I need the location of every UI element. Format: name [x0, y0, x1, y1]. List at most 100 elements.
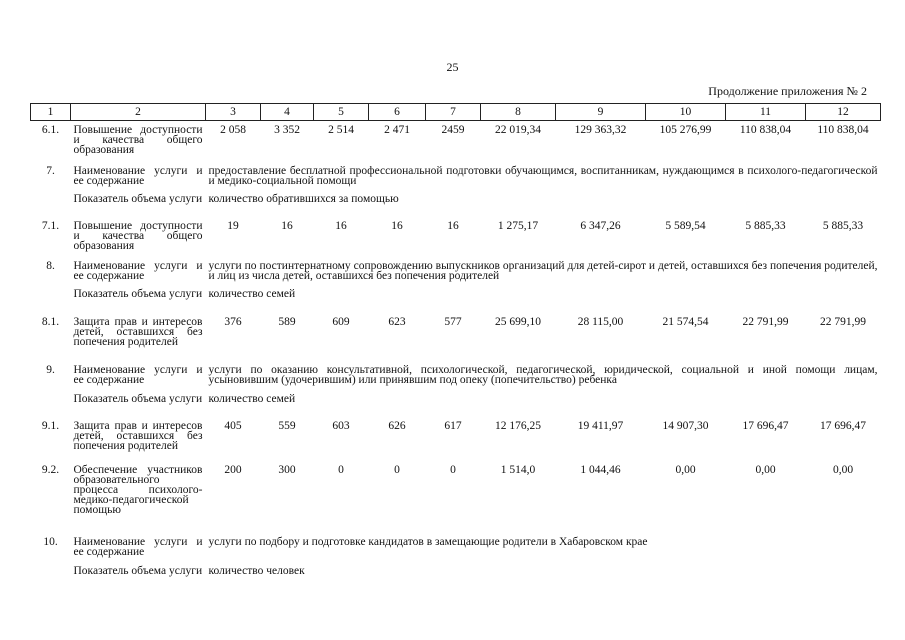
cell-value: 2459: [441, 124, 465, 136]
row-text: количество семей: [208, 287, 296, 300]
table-row: 9. Наименование услуги и ее содержание усл…: [31, 361, 881, 390]
cell-value: 12 176,25: [495, 419, 541, 432]
cell-value: 28 115,00: [577, 315, 624, 328]
table-row: 9.2. Обеспечение участников образовательн…: [31, 461, 881, 533]
table-row: Показатель объема услуги количество семей: [31, 285, 881, 313]
cell-value: 1 044,46: [580, 463, 621, 476]
cell-value: 3 352: [274, 124, 300, 136]
row-text: количество человек: [208, 564, 305, 577]
row-name: Показатель объема услуги: [73, 192, 203, 205]
table-row: 10. Наименование услуги и ее содержание ус…: [31, 533, 881, 562]
row-number: 10.: [43, 535, 58, 548]
column-header: 5: [313, 103, 369, 121]
cell-value: 2 058: [220, 124, 246, 136]
cell-value: 5 885,33: [745, 219, 786, 232]
row-number: [31, 390, 71, 417]
row-name: Наименование услуги и ее содержание: [73, 363, 203, 386]
cell-value: 2 514: [328, 124, 354, 136]
row-number: 7.1.: [41, 219, 60, 232]
table-row: Показатель объема услуги количество челов…: [31, 562, 881, 592]
cell-value: 405: [224, 419, 242, 432]
row-name: Наименование услуги и ее содержание: [73, 164, 203, 187]
cell-value: 19 411,97: [577, 419, 624, 432]
row-number: [31, 190, 71, 217]
column-header: 10: [645, 103, 726, 121]
table: 1 2 3 4 5 6 7 8 9 10 11 12 6.1. Повышение доступности…: [30, 103, 881, 592]
cell-value: 0: [338, 463, 344, 476]
caption: Продолжение приложения № 2: [708, 84, 867, 98]
cell-value: 0,00: [832, 463, 854, 476]
table-row: 6.1. Повышение доступности и качества общ…: [31, 121, 881, 162]
column-header: 8: [480, 103, 556, 121]
cell-value: 0,00: [755, 463, 776, 476]
column-header: 1: [30, 103, 71, 121]
table-row: 9.1. Защита прав и интересов детей, остав…: [31, 417, 881, 461]
row-name: Повышение доступности и качества общего …: [73, 219, 203, 252]
row-name: Защита прав и интересов детей, оставшихс…: [73, 315, 203, 348]
column-header: 11: [725, 103, 806, 121]
cell-value: 626: [388, 419, 406, 432]
cell-value: 21 574,54: [662, 315, 709, 328]
cell-value: 1 514,0: [500, 463, 536, 476]
row-name: Показатель объема услуги: [73, 287, 203, 300]
table-row: Показатель объема услуги количество обрат…: [31, 190, 881, 217]
cell-value: 105 276,99: [659, 124, 712, 136]
cell-value: 22 019,34: [495, 124, 541, 136]
header-row: 1 2 3 4 5 6 7 8 9 10 11 12: [30, 103, 881, 121]
cell-value: 200: [224, 463, 242, 476]
row-number: 8.: [46, 259, 55, 272]
cell-value: 129 363,32: [574, 124, 627, 136]
table-row: 8.1. Защита прав и интересов детей, остав…: [31, 313, 881, 361]
column-header: 6: [368, 103, 426, 121]
cell-value: 603: [332, 419, 350, 432]
cell-value: 16: [335, 219, 347, 232]
row-name: Наименование услуги и ее содержание: [73, 535, 203, 558]
cell-value: 16: [447, 219, 459, 232]
cell-value: 300: [278, 463, 296, 476]
page-number: 25: [446, 60, 459, 74]
cell-value: 25 699,10: [495, 315, 541, 328]
row-number: 9.: [46, 363, 55, 376]
row-text: услуги по постинтернатному сопровождению…: [208, 259, 878, 282]
row-name: Наименование услуги и ее содержание: [73, 259, 203, 282]
row-number: [31, 562, 71, 592]
cell-value: 5 589,54: [665, 219, 706, 232]
row-number: 8.1.: [41, 315, 60, 328]
row-name: Повышение доступности и качества общего …: [73, 124, 203, 156]
row-number: 9.2.: [41, 463, 60, 476]
cell-value: 0: [450, 463, 456, 476]
column-header: 4: [260, 103, 314, 121]
table-row: 7.1. Повышение доступности и качества общ…: [31, 217, 881, 257]
row-name: Обеспечение участников образовательного …: [73, 463, 203, 516]
table-row: Показатель объема услуги количество семей: [31, 390, 881, 417]
cell-value: 609: [332, 315, 350, 328]
column-header: 12: [805, 103, 881, 121]
cell-value: 559: [278, 419, 296, 432]
cell-value: 6 347,26: [580, 219, 621, 232]
column-header: 7: [425, 103, 481, 121]
column-header: 2: [70, 103, 206, 121]
cell-value: 1 275,17: [497, 219, 539, 232]
cell-value: 376: [224, 315, 242, 328]
row-text: количество семей: [208, 392, 296, 405]
column-header: 9: [555, 103, 646, 121]
table-row: 8. Наименование услуги и ее содержание усл…: [31, 257, 881, 285]
cell-value: 22 791,99: [820, 315, 866, 328]
row-text: количество обратившихся за помощью: [208, 192, 399, 205]
row-name: Показатель объема услуги: [73, 564, 203, 577]
cell-value: 110 838,04: [817, 124, 869, 136]
cell-value: 617: [444, 419, 462, 432]
cell-value: 623: [388, 315, 406, 328]
table-body: 1 2 3 4 5 6 7 8 9 10 11 12 6.1. Повышение доступности…: [30, 103, 881, 592]
row-number: [31, 285, 71, 313]
cell-value: 110 838,04: [739, 124, 792, 136]
row-number: 9.1.: [41, 419, 60, 432]
cell-value: 22 791,99: [742, 315, 789, 328]
cell-value: 17 696,47: [742, 419, 789, 432]
cell-value: 577: [444, 315, 462, 328]
cell-value: 19: [227, 219, 239, 232]
cell-value: 17 696,47: [820, 419, 866, 432]
row-text: предоставление бесплатной профессиональн…: [208, 164, 878, 187]
cell-value: 589: [278, 315, 296, 328]
